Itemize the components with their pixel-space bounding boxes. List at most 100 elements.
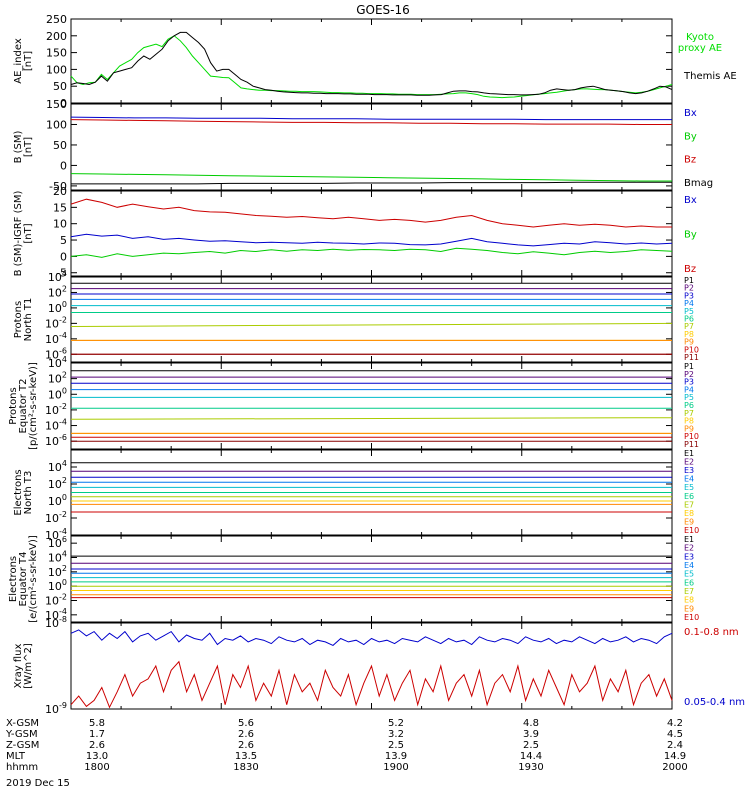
legend-label: Bx	[684, 108, 697, 119]
y-tick-label: 100	[48, 386, 67, 401]
y-tick-label: 5	[60, 234, 67, 247]
legend-label: Bx	[684, 195, 697, 206]
legend-label: E6	[684, 492, 694, 501]
y-tick-label: 104	[48, 355, 67, 370]
legend-label: E10	[684, 526, 699, 535]
legend-label: E2	[684, 544, 694, 553]
y-tick-label: 50	[53, 80, 67, 93]
y-tick-label: 10-4	[45, 418, 67, 433]
y-tick-label: 102	[48, 476, 67, 491]
series-line-0.1-0.8 nm	[70, 660, 673, 709]
footer-value: 4.5	[667, 729, 683, 740]
series-line-P7	[70, 322, 673, 327]
y-tick-label: 100	[48, 493, 67, 508]
y-tick-label: 10-4	[45, 607, 67, 622]
y-tick-label: 10-6	[45, 433, 67, 448]
legend-label: P11	[684, 440, 699, 449]
y-tick-label: 10-8	[45, 615, 67, 630]
panel-frame	[70, 276, 673, 363]
y-tick-label: 20	[53, 185, 67, 198]
series-line-By	[70, 173, 672, 182]
footer-value: 4.2	[667, 718, 683, 729]
y-axis-label: Xray flux	[13, 644, 24, 689]
y-tick-label: 102	[48, 371, 67, 386]
legend-label: E8	[684, 596, 694, 605]
series-line-0.05-0.4 nm	[70, 629, 673, 646]
footer-value: 5.2	[388, 718, 404, 729]
footer-value: 14.4	[520, 751, 542, 762]
y-tick-label: 104	[48, 269, 67, 284]
footer-value: 4.8	[523, 718, 539, 729]
y-axis-label: [W/m^2]	[23, 643, 34, 689]
y-tick-label: 100	[48, 578, 67, 593]
legend-label: P8	[684, 417, 694, 426]
y-tick-label: 0	[60, 97, 67, 110]
panel-frame	[70, 190, 673, 277]
legend-label: P10	[684, 345, 699, 354]
legend-label: P6	[684, 315, 694, 324]
series-line-P7	[70, 417, 673, 420]
legend-label: E1	[684, 535, 694, 544]
footer-value: 5.6	[238, 718, 254, 729]
footer-row-label: MLT	[6, 751, 26, 762]
footer-value: 2000	[662, 762, 687, 773]
legend-label: P5	[684, 393, 694, 402]
legend-label: P4	[684, 385, 694, 394]
footer-value: 2.6	[89, 740, 105, 751]
footer-row-label: hhmm	[6, 762, 38, 773]
y-axis-label: Electrons	[13, 469, 24, 515]
y-axis-label: Protons	[13, 301, 24, 338]
y-tick-label: 10-2	[45, 510, 67, 525]
footer-value: 1.7	[89, 729, 105, 740]
legend-label: P1	[684, 362, 694, 371]
legend-label: E6	[684, 578, 694, 587]
legend-label: E9	[684, 604, 694, 613]
legend-label: P3	[684, 291, 694, 300]
legend-label: P9	[684, 338, 694, 347]
y-tick-label: 250	[46, 13, 67, 26]
y-axis-label: Equator T2	[18, 379, 29, 434]
legend-label: E7	[684, 500, 694, 509]
legend-label: Bmag	[684, 178, 713, 189]
footer-value: 1800	[84, 762, 109, 773]
legend-label: E5	[684, 483, 694, 492]
footer-value: 13.0	[86, 751, 108, 762]
footer-value: 3.2	[388, 729, 404, 740]
y-axis-label: Protons	[8, 387, 19, 424]
panel-3: 20 15 10 5 0 -5 B (SM)-IGRF (SM) [nT] Bx By Bz	[13, 185, 697, 280]
footer-value: 13.5	[235, 751, 257, 762]
panel-8: 10-8 10-9 Xray flux [W/m^2] 0.1-0.8 nm 0.05-0…	[13, 615, 745, 716]
legend-label: P3	[684, 378, 694, 387]
footer-value: 13.9	[385, 751, 407, 762]
series-line-Bz	[70, 198, 672, 228]
y-tick-label: 102	[48, 564, 67, 579]
y-tick-label: 102	[48, 284, 67, 299]
legend-label: P2	[684, 370, 694, 379]
legend-label: Themis AE	[683, 71, 737, 82]
legend-label: E1	[684, 449, 694, 458]
legend-label: E3	[684, 552, 694, 561]
y-axis-label: [nT]	[23, 137, 34, 157]
y-tick-label: 150	[46, 47, 67, 60]
legend-label: E8	[684, 509, 694, 518]
footer-value: 2.4	[667, 740, 683, 751]
panel-2: 150 100 50 0 -50 B (SM) [nT] Bx By Bz Bmag	[13, 98, 713, 193]
y-tick-label: 50	[53, 139, 67, 152]
series-line-Bmag	[71, 181, 672, 185]
footer-row-label: Y-GSM	[5, 729, 38, 740]
y-tick-label: -5	[56, 267, 67, 280]
y-tick-label: 10-6	[45, 346, 67, 361]
legend-label: P5	[684, 307, 694, 316]
footer-row-label: X-GSM	[6, 718, 39, 729]
legend-label: P7	[684, 409, 694, 418]
footer-value: 2.5	[388, 740, 404, 751]
legend-label: P2	[684, 284, 694, 293]
legend-label: E4	[684, 475, 694, 484]
legend-label: P8	[684, 330, 694, 339]
footer-value: 1830	[233, 762, 258, 773]
footer-row-label: Z-GSM	[6, 740, 39, 751]
